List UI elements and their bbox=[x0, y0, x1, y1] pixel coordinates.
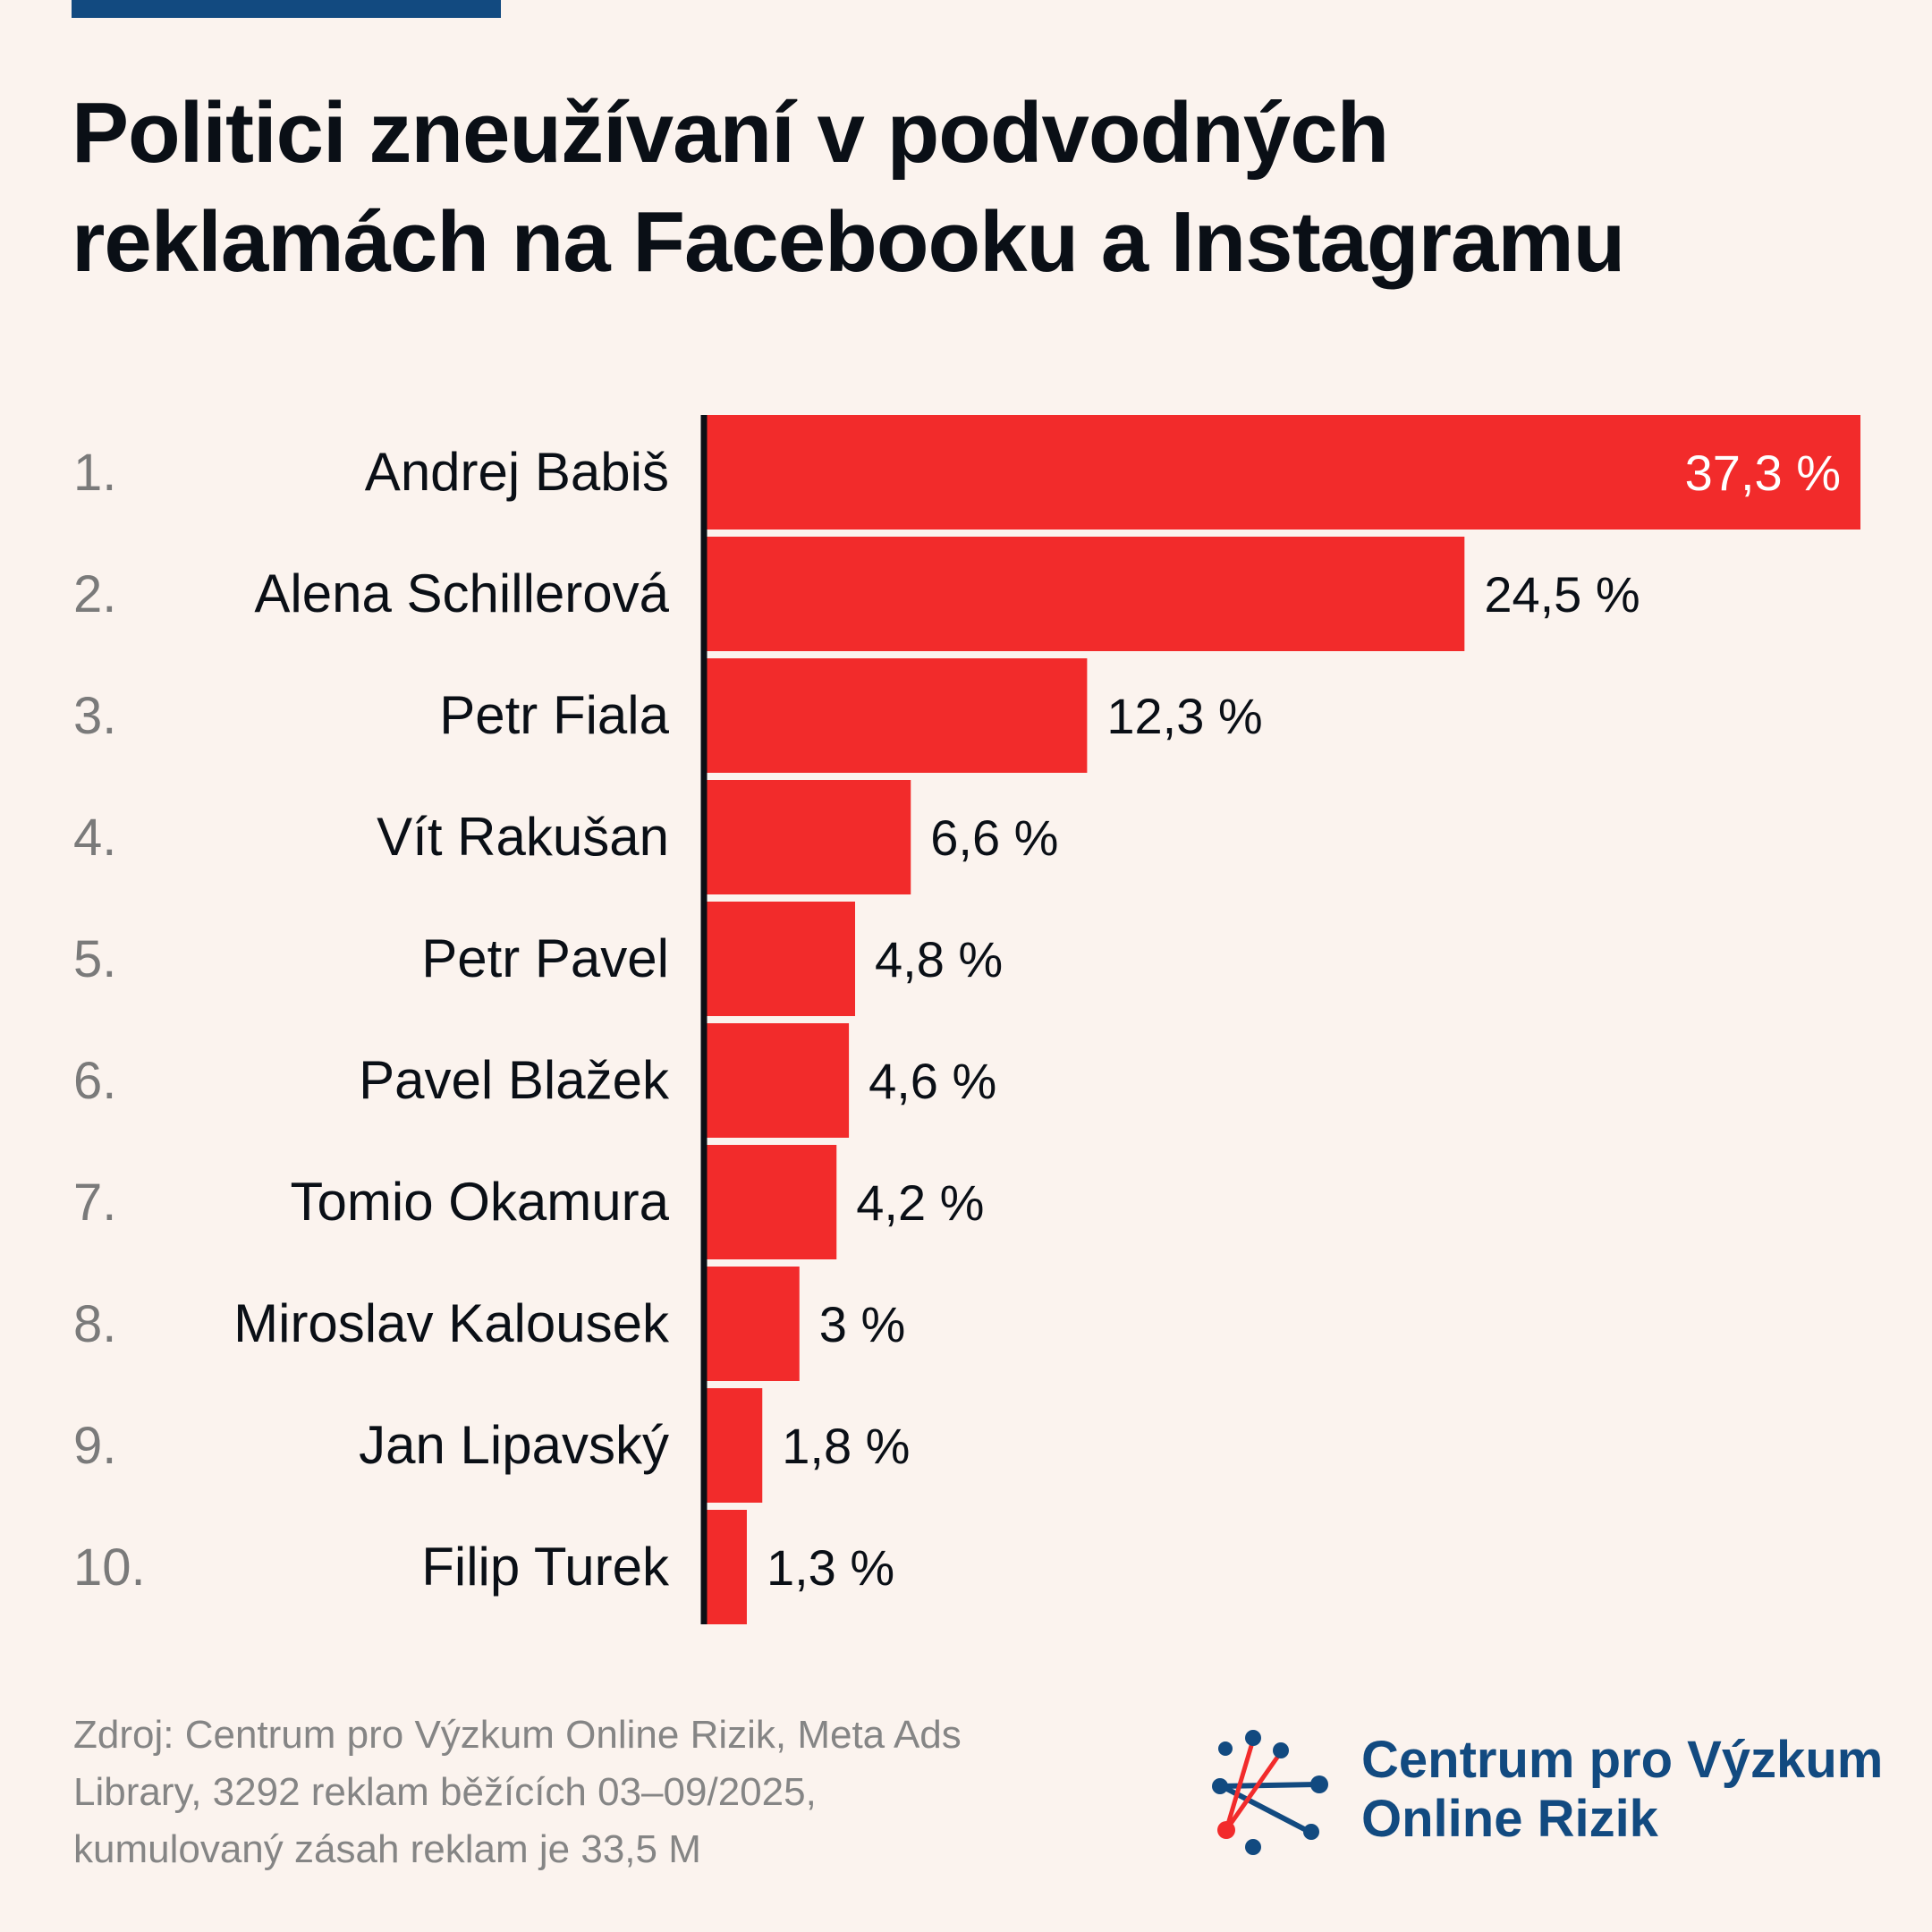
logo-text: Centrum pro Výzkum Online Rizik bbox=[1361, 1731, 1883, 1849]
value-label: 37,3 % bbox=[1685, 445, 1841, 501]
source-line-2: Library, 3292 reklam běžících 03–09/2025… bbox=[73, 1770, 817, 1814]
bar-7 bbox=[707, 1145, 837, 1259]
rank-label: 9. bbox=[73, 1417, 116, 1475]
category-label: Vít Rakušan bbox=[377, 807, 669, 867]
bar-8 bbox=[707, 1267, 800, 1381]
bar-6 bbox=[707, 1023, 850, 1138]
category-label: Jan Lipavský bbox=[359, 1415, 669, 1475]
bar-5 bbox=[707, 902, 856, 1016]
value-label: 4,2 % bbox=[856, 1174, 984, 1231]
bar-chart: 1. Andrej Babiš 37,3 % 2. Alena Schillerová 2… bbox=[73, 415, 1860, 1624]
bar-4 bbox=[707, 780, 911, 894]
category-label: Andrej Babiš bbox=[365, 442, 669, 502]
category-label: Tomio Okamura bbox=[291, 1172, 670, 1232]
rank-label: 3. bbox=[73, 687, 116, 745]
bar-1 bbox=[707, 415, 1860, 530]
value-label: 4,6 % bbox=[869, 1053, 996, 1109]
source-note: Zdroj: Centrum pro Výzkum Online Rizik, … bbox=[73, 1707, 1147, 1878]
logo-network-icon bbox=[1212, 1730, 1328, 1855]
value-label: 3 % bbox=[819, 1296, 906, 1352]
value-label: 6,6 % bbox=[930, 809, 1058, 866]
category-label: Petr Fiala bbox=[439, 685, 669, 745]
bar-2 bbox=[707, 537, 1465, 651]
rank-label: 2. bbox=[73, 565, 116, 623]
category-label: Petr Pavel bbox=[421, 928, 669, 988]
source-line-3: kumulovaný zásah reklam je 33,5 M bbox=[73, 1827, 701, 1871]
bar-3 bbox=[707, 658, 1088, 773]
category-label: Miroslav Kalousek bbox=[233, 1293, 670, 1353]
rank-label: 5. bbox=[73, 930, 116, 988]
bar-9 bbox=[707, 1388, 763, 1503]
value-label: 4,8 % bbox=[875, 931, 1003, 987]
rank-label: 1. bbox=[73, 444, 116, 502]
bar-10 bbox=[707, 1510, 747, 1624]
rank-label: 7. bbox=[73, 1174, 116, 1232]
category-label: Filip Turek bbox=[421, 1537, 670, 1597]
rank-label: 10. bbox=[73, 1538, 146, 1597]
title-line-1: Politici zneužívaní v podvodných bbox=[72, 85, 1389, 181]
source-line-1: Zdroj: Centrum pro Výzkum Online Rizik, … bbox=[73, 1713, 962, 1757]
value-label: 12,3 % bbox=[1106, 688, 1262, 744]
rank-label: 4. bbox=[73, 809, 116, 867]
category-label: Pavel Blažek bbox=[359, 1050, 670, 1110]
chart-title: Politici zneužívaní v podvodných reklamá… bbox=[72, 79, 1905, 297]
logo-line-1: Centrum pro Výzkum bbox=[1361, 1731, 1884, 1789]
top-accent-bar bbox=[72, 0, 501, 18]
value-label: 1,8 % bbox=[782, 1418, 910, 1474]
rank-label: 8. bbox=[73, 1295, 116, 1353]
logo-line-2: Online Rizik bbox=[1361, 1790, 1658, 1848]
category-label: Alena Schillerová bbox=[254, 564, 669, 623]
value-label: 24,5 % bbox=[1484, 566, 1640, 623]
title-line-2: reklamách na Facebooku a Instagramu bbox=[72, 194, 1625, 290]
rank-label: 6. bbox=[73, 1052, 116, 1110]
value-label: 1,3 % bbox=[767, 1539, 894, 1596]
